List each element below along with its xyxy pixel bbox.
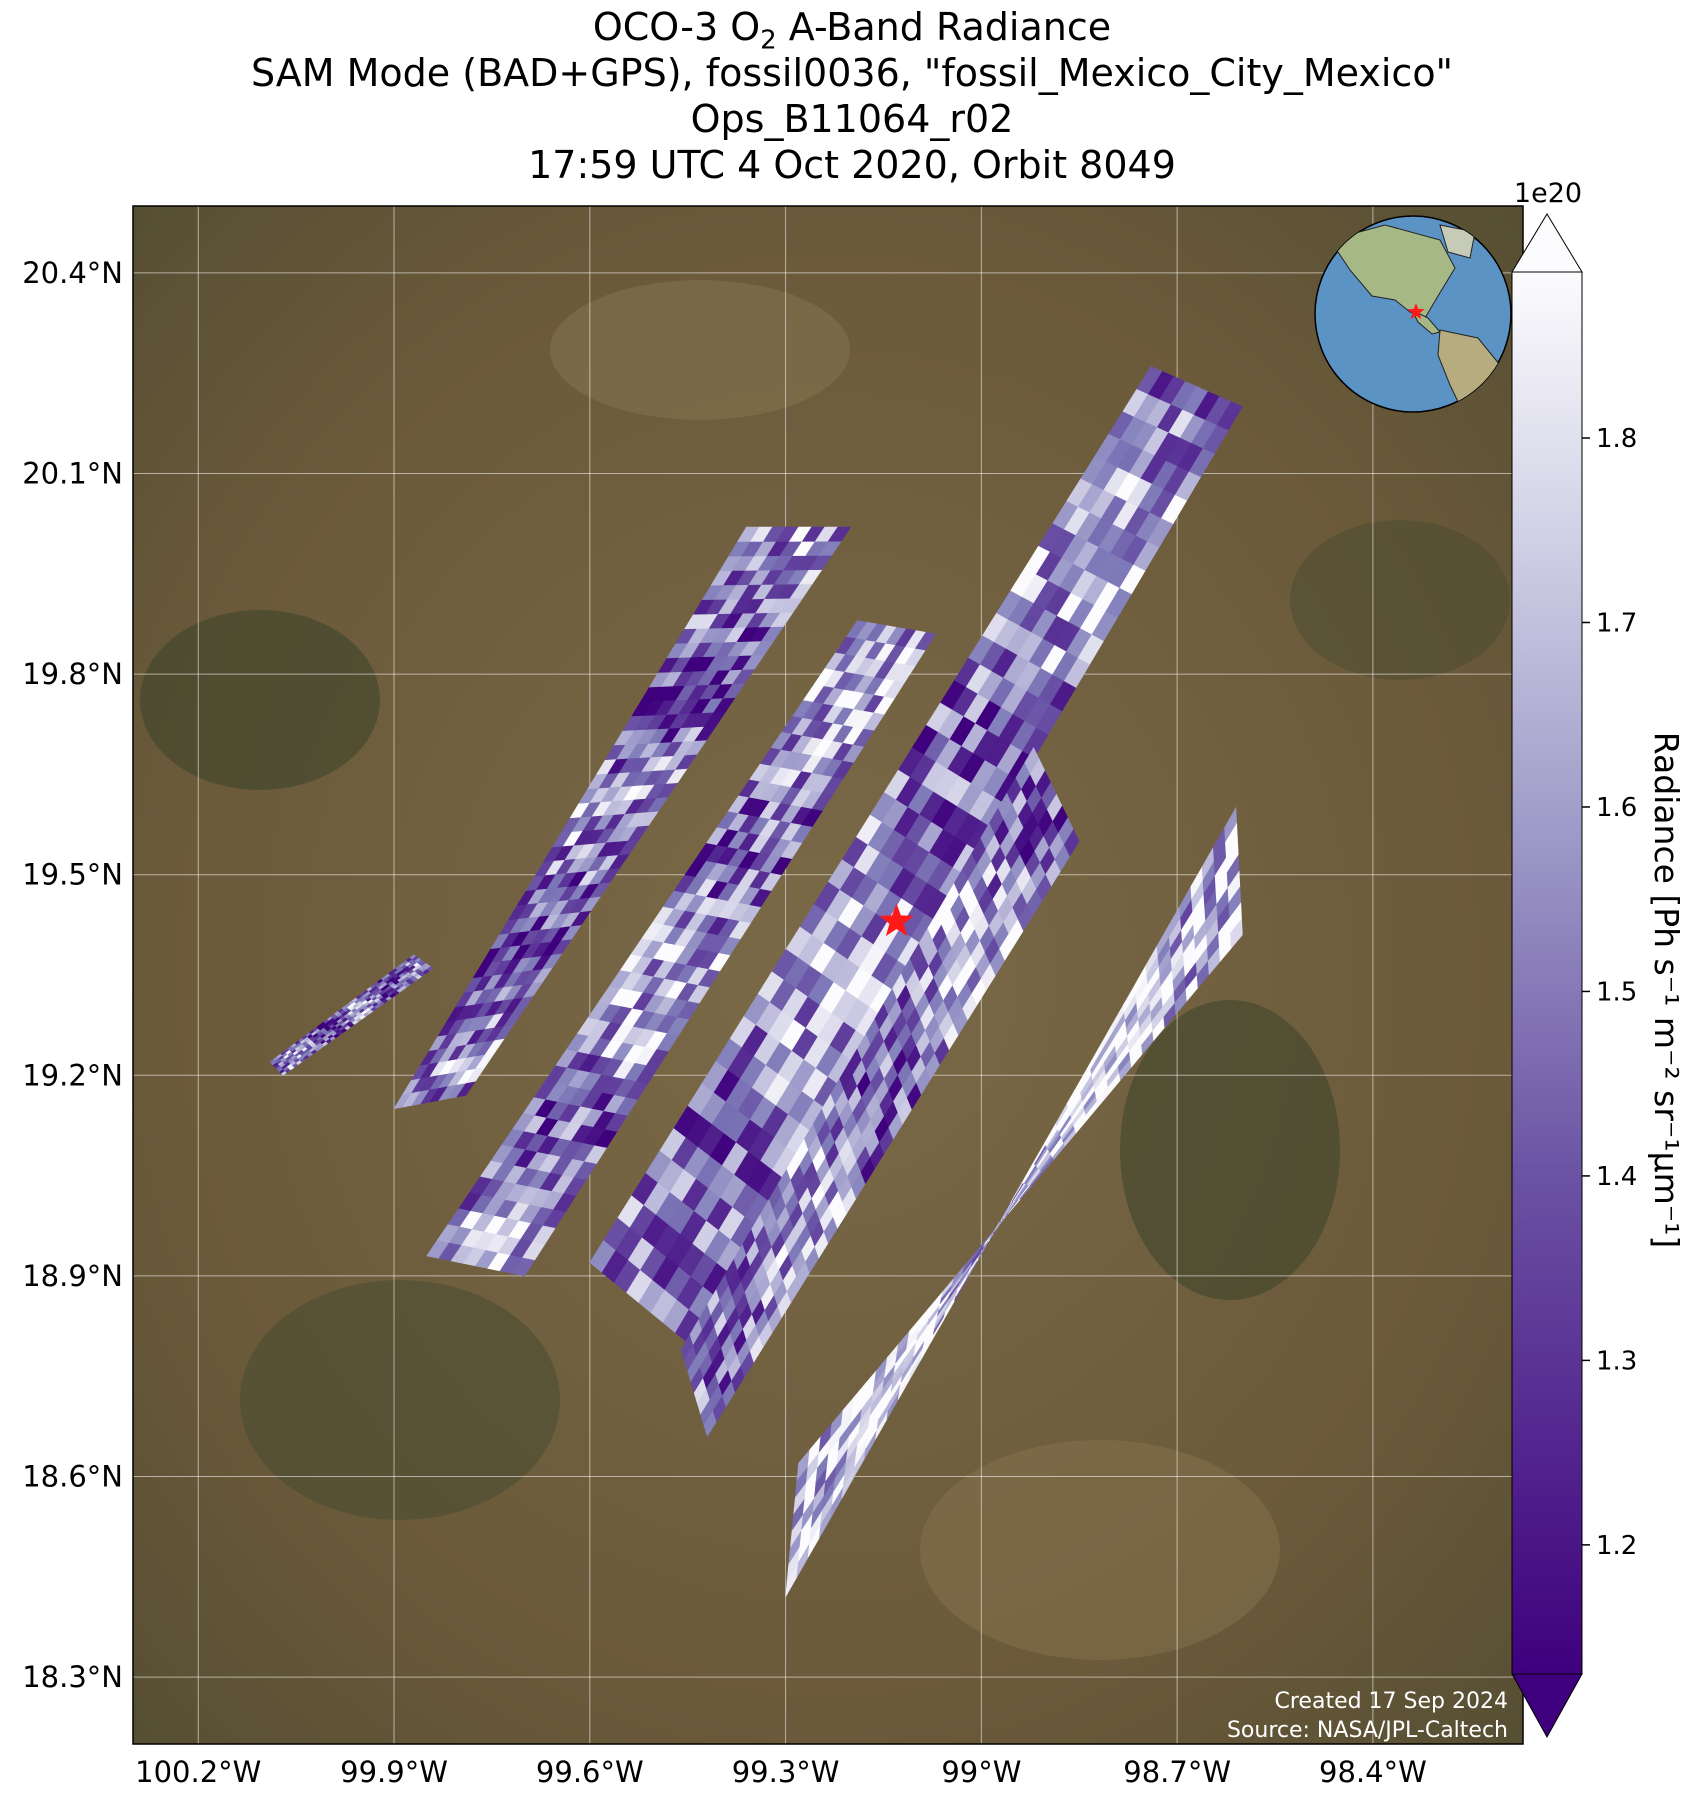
colorbar-tick-label: 1.7 bbox=[1596, 609, 1637, 639]
title-subscript: 2 bbox=[760, 25, 777, 56]
lat-tick-label: 19.2°N bbox=[22, 1058, 123, 1092]
lat-tick-label: 18.6°N bbox=[22, 1460, 123, 1494]
title-line-3: Ops_B11064_r02 bbox=[690, 97, 1014, 141]
swath bbox=[785, 806, 1243, 1598]
lat-tick-label: 18.9°N bbox=[22, 1259, 123, 1293]
title-line-1-text: OCO-3 O bbox=[592, 5, 761, 49]
colorbar: 1e20 1.2 1.3 1.4 1.5 1.6 1.7 1.8 Radiance [Ph … bbox=[1511, 178, 1686, 1739]
swath bbox=[589, 366, 1243, 1344]
colorbar-label: Radiance [Ph s⁻¹ m⁻² sr⁻¹μm⁻¹] bbox=[1647, 732, 1686, 1248]
colorbar-tick-label: 1.6 bbox=[1596, 793, 1637, 823]
colorbar-tick-label: 1.8 bbox=[1596, 424, 1637, 454]
colorbar-tick-label: 1.2 bbox=[1596, 1531, 1637, 1561]
terrain-patch bbox=[1290, 520, 1510, 680]
swath bbox=[269, 954, 434, 1076]
terrain-patch bbox=[1120, 1000, 1340, 1300]
title-line-1: OCO-3 O2 A-Band Radiance bbox=[0, 4, 1704, 64]
radiance-cell bbox=[1063, 828, 1080, 857]
lat-tick-label: 18.3°N bbox=[22, 1660, 123, 1694]
colorbar-ticks: 1.2 1.3 1.4 1.5 1.6 1.7 1.8 bbox=[1582, 424, 1637, 1561]
swath bbox=[393, 526, 852, 1110]
colorbar-tick-label: 1.4 bbox=[1596, 1162, 1637, 1192]
colorbar-multiplier: 1e20 bbox=[1514, 178, 1582, 209]
lon-tick-label: 100.2°W bbox=[135, 1755, 261, 1789]
swath bbox=[680, 746, 1080, 1438]
radiance-swaths bbox=[269, 366, 1243, 1598]
lon-tick-label: 98.7°W bbox=[1123, 1755, 1231, 1789]
globe-star-marker bbox=[1407, 303, 1425, 320]
lon-tick-label: 98.4°W bbox=[1319, 1755, 1427, 1789]
lat-tick-label: 19.5°N bbox=[22, 858, 123, 892]
title-line-2: SAM Mode (BAD+GPS), fossil0036, "fossil_… bbox=[250, 51, 1454, 95]
terrain-patch bbox=[240, 1280, 560, 1520]
lon-tick-label: 99.9°W bbox=[340, 1755, 448, 1789]
colorbar-tick-label: 1.5 bbox=[1596, 977, 1637, 1007]
inset-globe bbox=[1314, 215, 1512, 413]
radiance-cell bbox=[915, 631, 937, 651]
radiance-cell bbox=[827, 526, 852, 542]
credit-created: Created 17 Sep 2024 bbox=[1275, 1689, 1509, 1714]
credit-source: Source: NASA/JPL-Caltech bbox=[1227, 1718, 1508, 1743]
longitude-axis-labels: 100.2°W 99.9°W 99.6°W 99.3°W 99°W 98.7°W 98.4°… bbox=[135, 1755, 1427, 1789]
target-star-marker bbox=[879, 903, 914, 937]
terrain-patch bbox=[550, 280, 850, 420]
terrain-patch bbox=[140, 610, 380, 790]
terrain-patch bbox=[920, 1440, 1280, 1660]
radiance-cell bbox=[1216, 401, 1243, 431]
radiance-cell bbox=[1230, 918, 1243, 949]
latitude-axis-labels: 20.4°N 20.1°N 19.8°N 19.5°N 19.2°N 18.9°N 18.6… bbox=[22, 256, 123, 1694]
lat-tick-label: 19.8°N bbox=[22, 657, 123, 691]
title-line-1-suffix: A-Band Radiance bbox=[776, 5, 1112, 49]
colorbar-tick-label: 1.3 bbox=[1596, 1346, 1637, 1376]
colorbar-extend-min bbox=[1511, 1673, 1583, 1739]
colorbar-gradient bbox=[1511, 271, 1583, 1675]
lat-tick-label: 20.4°N bbox=[22, 256, 123, 290]
lon-tick-label: 99°W bbox=[941, 1755, 1021, 1789]
radiance-cell bbox=[426, 966, 434, 972]
lat-tick-label: 20.1°N bbox=[22, 456, 123, 490]
title-line-4: 17:59 UTC 4 Oct 2020, Orbit 8049 bbox=[528, 143, 1176, 187]
lon-tick-label: 99.6°W bbox=[536, 1755, 644, 1789]
lon-tick-label: 99.3°W bbox=[732, 1755, 840, 1789]
swath bbox=[426, 620, 937, 1277]
